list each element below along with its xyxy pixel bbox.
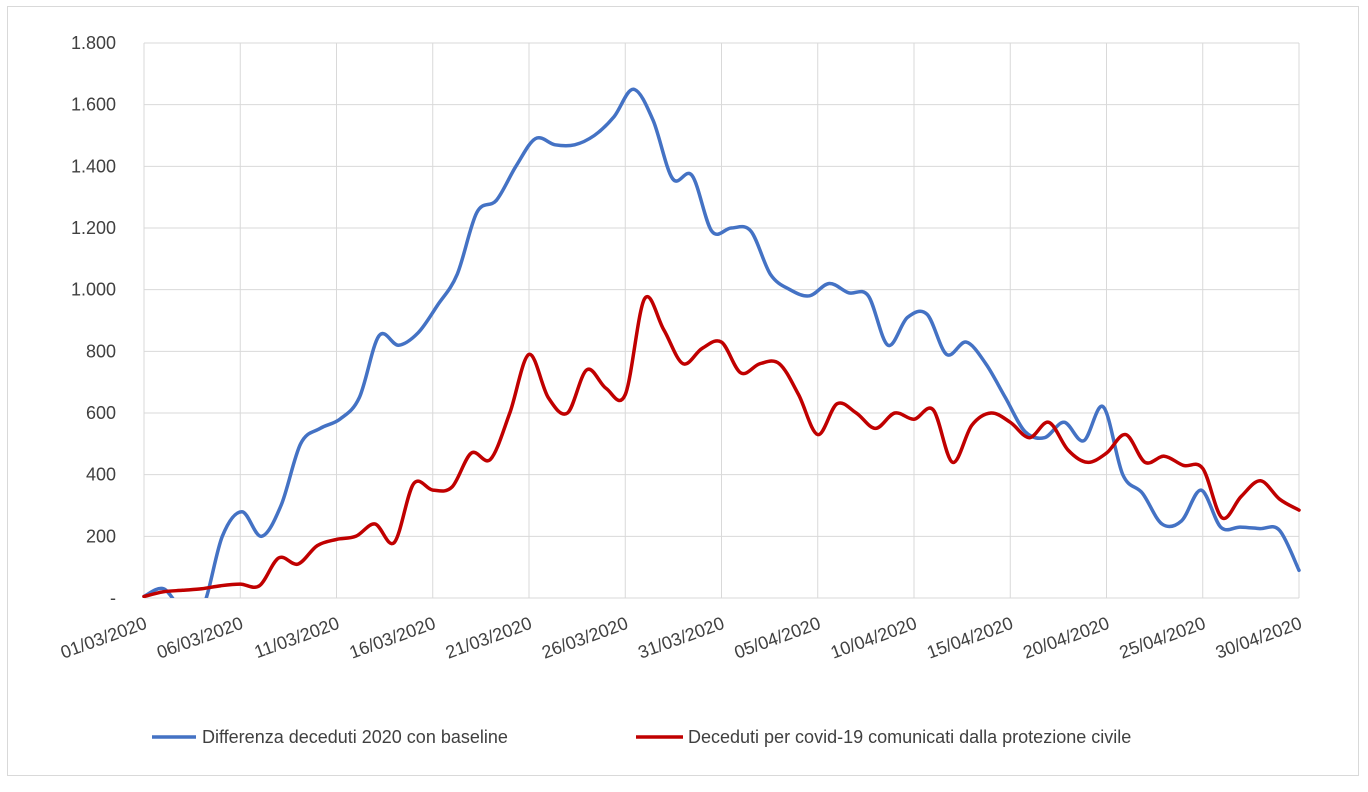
x-tick-label: 01/03/2020 (58, 613, 150, 663)
x-tick-label: 05/04/2020 (732, 613, 824, 663)
y-tick-label: 1.200 (71, 218, 116, 238)
x-tick-label: 10/04/2020 (828, 613, 920, 663)
series-line-2 (142, 294, 1301, 598)
x-tick-label: 20/04/2020 (1020, 613, 1112, 663)
y-tick-label: 800 (86, 341, 116, 361)
y-axis-ticks: - 200 400 600 800 1.000 1.200 1.400 1.600 1.800 (71, 33, 116, 608)
y-tick-label: - (110, 588, 116, 608)
grid-lines (143, 42, 1300, 599)
x-tick-label: 25/04/2020 (1117, 613, 1209, 663)
x-tick-label: 26/03/2020 (539, 613, 631, 663)
y-tick-label: 1.800 (71, 33, 116, 53)
legend-label-2: Deceduti per covid-19 comunicati dalla p… (688, 727, 1131, 747)
x-axis-ticks: 01/03/2020 06/03/2020 11/03/2020 16/03/2020… (58, 613, 1305, 663)
y-tick-label: 200 (86, 526, 116, 546)
x-tick-label: 16/03/2020 (347, 613, 439, 663)
series-line-1 (142, 87, 1301, 598)
legend-label-1: Differenza deceduti 2020 con baseline (202, 727, 508, 747)
series-lines (142, 87, 1301, 598)
x-tick-label: 21/03/2020 (443, 613, 535, 663)
x-tick-label: 30/04/2020 (1213, 613, 1305, 663)
x-tick-label: 31/03/2020 (635, 613, 727, 663)
legend: Differenza deceduti 2020 con baseline Dec… (152, 727, 1131, 747)
y-tick-label: 1.000 (71, 280, 116, 300)
x-tick-label: 11/03/2020 (252, 613, 342, 662)
y-tick-label: 400 (86, 465, 116, 485)
x-tick-label: 15/04/2020 (924, 613, 1016, 663)
y-tick-label: 1.600 (71, 95, 116, 115)
x-tick-label: 06/03/2020 (154, 613, 246, 663)
chart-frame (7, 6, 1359, 776)
y-tick-label: 600 (86, 403, 116, 423)
y-tick-label: 1.400 (71, 156, 116, 176)
